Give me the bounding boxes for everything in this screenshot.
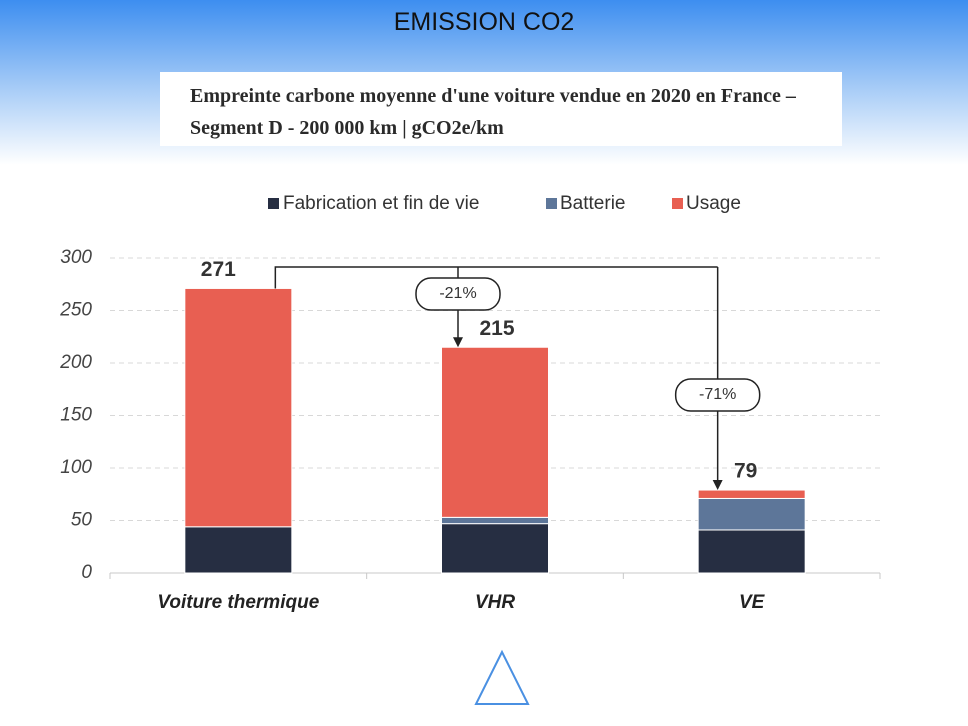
y-tick-label: 200 bbox=[59, 352, 92, 373]
bar-segment bbox=[184, 526, 293, 574]
y-tick-label: 150 bbox=[60, 405, 92, 426]
bar-segment bbox=[697, 489, 806, 499]
arrow-head bbox=[712, 480, 723, 491]
bar-segment bbox=[441, 523, 549, 574]
legend-label: Fabrication et fin de vie bbox=[283, 193, 479, 214]
bar-segment bbox=[697, 529, 806, 574]
x-tick-label: VE bbox=[739, 592, 766, 613]
x-tick-label: Voiture thermique bbox=[157, 592, 319, 613]
connector bbox=[274, 266, 718, 289]
subtitle: Empreinte carbone moyenne d'une voiture … bbox=[190, 85, 796, 139]
legend-label: Usage bbox=[686, 193, 741, 214]
subtitle-box: Empreinte carbone moyenne d'une voiture … bbox=[160, 72, 842, 146]
y-tick-label: 0 bbox=[81, 562, 92, 583]
bar-segment bbox=[441, 346, 549, 518]
legend-swatch bbox=[546, 198, 557, 209]
legend-label: Batterie bbox=[560, 193, 625, 214]
bar-segment bbox=[184, 287, 293, 528]
bar-segment bbox=[441, 516, 549, 525]
y-tick-label: 50 bbox=[71, 510, 93, 531]
total-label: 271 bbox=[201, 258, 236, 281]
y-tick-label: 300 bbox=[60, 247, 92, 268]
x-tick-label: VHR bbox=[475, 592, 515, 613]
y-tick-label: 250 bbox=[59, 300, 92, 321]
legend-swatch bbox=[268, 198, 279, 209]
y-tick-label: 100 bbox=[60, 457, 92, 478]
annotation-box bbox=[415, 277, 501, 311]
total-label: 215 bbox=[479, 317, 514, 340]
nav-triangle bbox=[474, 649, 530, 705]
annotation-box bbox=[674, 378, 761, 412]
total-label: 79 bbox=[734, 460, 757, 483]
annotation: -21% bbox=[439, 285, 476, 302]
bar-segment bbox=[697, 497, 806, 531]
legend-swatch bbox=[672, 198, 683, 209]
arrow-head bbox=[453, 337, 463, 348]
annotation: -71% bbox=[699, 386, 736, 403]
title: EMISSION CO2 bbox=[393, 8, 575, 36]
